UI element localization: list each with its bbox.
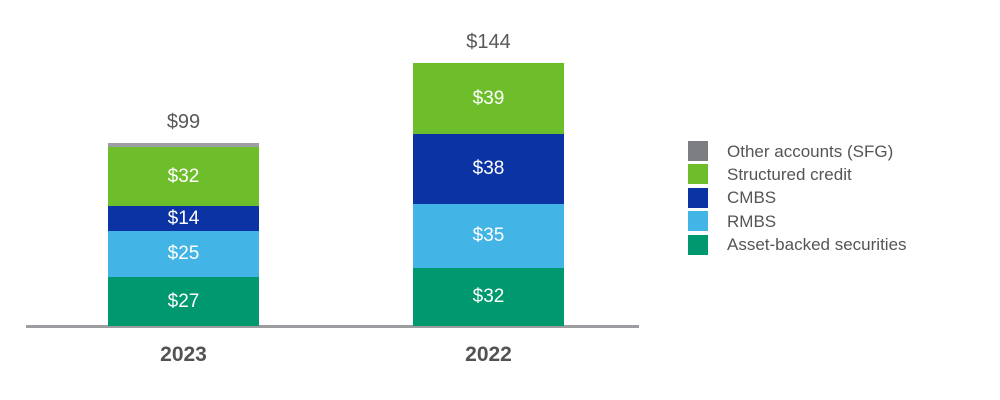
legend-label: Structured credit xyxy=(727,164,852,184)
legend-swatch-asset-backed-securities xyxy=(688,234,708,255)
segment-value-label: $35 xyxy=(472,225,505,247)
x-axis-line xyxy=(26,325,639,328)
bar-group-2022: $144 $39 $38 $35 $32 2022 xyxy=(413,31,564,366)
segment-value-label: $14 xyxy=(167,207,200,229)
bar-total-label-2023: $99 xyxy=(166,111,201,134)
legend-label: CMBS xyxy=(727,188,777,208)
legend-swatch-other-accounts-sfg xyxy=(688,141,708,161)
bar-segment-asset-backed-securities: $32 xyxy=(413,267,564,326)
x-axis-tick-2023: 2023 xyxy=(160,343,207,366)
x-axis-tick-2022: 2022 xyxy=(465,343,512,366)
bar-segment-structured-credit: $39 xyxy=(413,63,564,135)
legend-swatch-rmbs xyxy=(688,211,708,232)
bar-segment-cmbs: $38 xyxy=(413,134,564,204)
legend-item-rmbs: RMBS xyxy=(688,211,907,232)
stacked-bar-2022: $39 $38 $35 $32 xyxy=(413,63,564,326)
legend-item-asset-backed-securities: Asset-backed securities xyxy=(688,234,907,255)
legend-label: RMBS xyxy=(727,211,777,231)
bar-segment-asset-backed-securities: $27 xyxy=(108,276,259,326)
legend-item-structured-credit: Structured credit xyxy=(688,164,907,185)
segment-value-label: $38 xyxy=(472,158,505,180)
segment-value-label: $32 xyxy=(167,165,200,187)
stacked-bar-2023: $32 $14 $25 $27 xyxy=(108,143,259,326)
legend-swatch-structured-credit xyxy=(688,164,708,185)
legend-item-other-accounts-sfg: Other accounts (SFG) xyxy=(688,141,907,161)
bar-total-label-2022: $144 xyxy=(466,31,511,54)
segment-value-label: $27 xyxy=(167,290,200,312)
bar-segment-rmbs: $35 xyxy=(413,203,564,268)
bar-group-2023: $99 $32 $14 $25 $27 2023 xyxy=(108,111,259,366)
legend-label: Asset-backed securities xyxy=(727,235,907,255)
bar-segment-rmbs: $25 xyxy=(108,231,259,277)
legend-swatch-cmbs xyxy=(688,187,708,208)
bar-segment-structured-credit: $32 xyxy=(108,147,259,206)
legend: Other accounts (SFG) Structured credit CMB… xyxy=(688,141,907,255)
segment-value-label: $25 xyxy=(167,243,200,265)
segment-value-label: $32 xyxy=(472,286,505,308)
bar-segment-other-accounts-sfg xyxy=(108,143,259,148)
legend-item-cmbs: CMBS xyxy=(688,187,907,208)
bar-segment-cmbs: $14 xyxy=(108,205,259,232)
segment-value-label: $39 xyxy=(472,88,505,110)
legend-label: Other accounts (SFG) xyxy=(727,141,894,161)
